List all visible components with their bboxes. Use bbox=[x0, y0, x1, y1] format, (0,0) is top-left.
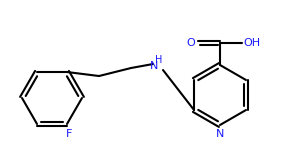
Text: O: O bbox=[187, 38, 195, 48]
Text: OH: OH bbox=[243, 38, 260, 48]
Text: N: N bbox=[150, 61, 158, 71]
Text: N: N bbox=[216, 129, 224, 139]
Text: H: H bbox=[155, 55, 163, 65]
Text: F: F bbox=[66, 129, 72, 139]
